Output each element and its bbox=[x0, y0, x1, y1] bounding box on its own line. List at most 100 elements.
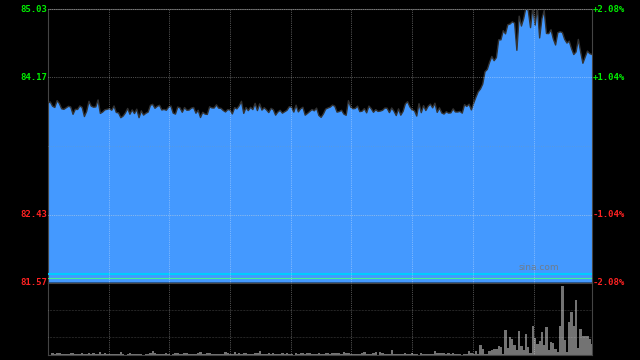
Bar bbox=[161, 354, 163, 355]
Bar bbox=[586, 336, 589, 355]
Bar bbox=[102, 354, 104, 355]
Bar bbox=[213, 354, 215, 355]
Bar bbox=[495, 349, 497, 355]
Bar bbox=[92, 353, 95, 355]
Bar bbox=[263, 354, 266, 355]
Bar bbox=[493, 348, 495, 355]
Bar bbox=[534, 338, 536, 355]
Bar bbox=[193, 354, 195, 355]
Bar bbox=[275, 354, 276, 355]
Bar bbox=[384, 354, 386, 355]
Bar bbox=[404, 353, 406, 355]
Bar bbox=[308, 354, 311, 355]
Bar bbox=[225, 352, 227, 355]
Bar bbox=[238, 354, 241, 355]
Bar bbox=[443, 353, 445, 355]
Bar bbox=[575, 300, 577, 355]
Bar bbox=[525, 334, 527, 355]
Bar bbox=[475, 351, 477, 355]
Text: +2.08%: +2.08% bbox=[593, 5, 625, 14]
Bar bbox=[272, 354, 275, 355]
Bar bbox=[395, 354, 397, 355]
Bar bbox=[168, 354, 170, 355]
Bar bbox=[516, 350, 518, 355]
Bar bbox=[147, 354, 149, 355]
Bar bbox=[256, 353, 259, 355]
Bar bbox=[154, 353, 156, 355]
Bar bbox=[158, 354, 161, 355]
Bar bbox=[70, 353, 72, 355]
Bar bbox=[99, 352, 102, 355]
Bar bbox=[482, 349, 484, 355]
Bar bbox=[129, 353, 131, 355]
Bar bbox=[550, 342, 552, 355]
Bar bbox=[327, 353, 329, 355]
Bar bbox=[268, 353, 270, 355]
Bar bbox=[529, 353, 532, 355]
Bar bbox=[90, 354, 92, 355]
Bar bbox=[104, 354, 106, 355]
Bar bbox=[184, 352, 186, 355]
Bar bbox=[381, 353, 384, 355]
Bar bbox=[345, 354, 348, 355]
Bar bbox=[81, 353, 83, 355]
Bar bbox=[88, 353, 90, 355]
Bar bbox=[470, 353, 472, 355]
Bar bbox=[589, 339, 591, 355]
Bar bbox=[500, 347, 502, 355]
Bar bbox=[527, 347, 529, 355]
Bar bbox=[324, 354, 327, 355]
Bar bbox=[56, 354, 58, 355]
Bar bbox=[291, 354, 292, 355]
Text: 81.57: 81.57 bbox=[20, 278, 47, 287]
Bar bbox=[222, 354, 225, 355]
Bar bbox=[202, 354, 204, 355]
Bar bbox=[47, 353, 49, 355]
Bar bbox=[316, 354, 317, 355]
Bar bbox=[361, 353, 364, 355]
Bar bbox=[591, 344, 593, 355]
Bar bbox=[67, 354, 70, 355]
Bar bbox=[422, 354, 425, 355]
Bar bbox=[538, 341, 541, 355]
Bar bbox=[354, 354, 356, 355]
Bar bbox=[179, 354, 181, 355]
Bar bbox=[484, 354, 486, 355]
Bar bbox=[317, 353, 320, 355]
Bar bbox=[582, 336, 584, 355]
Bar bbox=[479, 345, 482, 355]
Bar bbox=[472, 354, 475, 355]
Bar bbox=[564, 339, 566, 355]
Bar bbox=[113, 354, 115, 355]
Bar bbox=[197, 353, 200, 355]
Bar bbox=[336, 354, 338, 355]
Bar bbox=[250, 354, 252, 355]
Bar bbox=[374, 352, 377, 355]
Bar bbox=[188, 354, 190, 355]
Bar bbox=[513, 345, 516, 355]
Bar bbox=[456, 354, 459, 355]
Bar bbox=[568, 323, 570, 355]
Bar bbox=[552, 343, 554, 355]
Bar bbox=[145, 354, 147, 355]
Bar bbox=[300, 353, 302, 355]
Bar bbox=[434, 351, 436, 355]
Bar bbox=[559, 326, 561, 355]
Bar bbox=[307, 353, 308, 355]
Bar bbox=[523, 351, 525, 355]
Bar bbox=[231, 354, 234, 355]
Bar bbox=[190, 354, 193, 355]
Bar bbox=[409, 354, 411, 355]
Text: 82.43: 82.43 bbox=[20, 210, 47, 219]
Bar bbox=[511, 339, 513, 355]
Bar bbox=[518, 331, 520, 355]
Bar bbox=[243, 353, 245, 355]
Bar bbox=[486, 354, 488, 355]
Bar bbox=[452, 353, 454, 355]
Bar bbox=[131, 354, 133, 355]
Bar bbox=[370, 354, 372, 355]
Bar bbox=[450, 354, 452, 355]
Bar bbox=[320, 354, 323, 355]
Bar bbox=[573, 327, 575, 355]
Bar bbox=[86, 354, 88, 355]
